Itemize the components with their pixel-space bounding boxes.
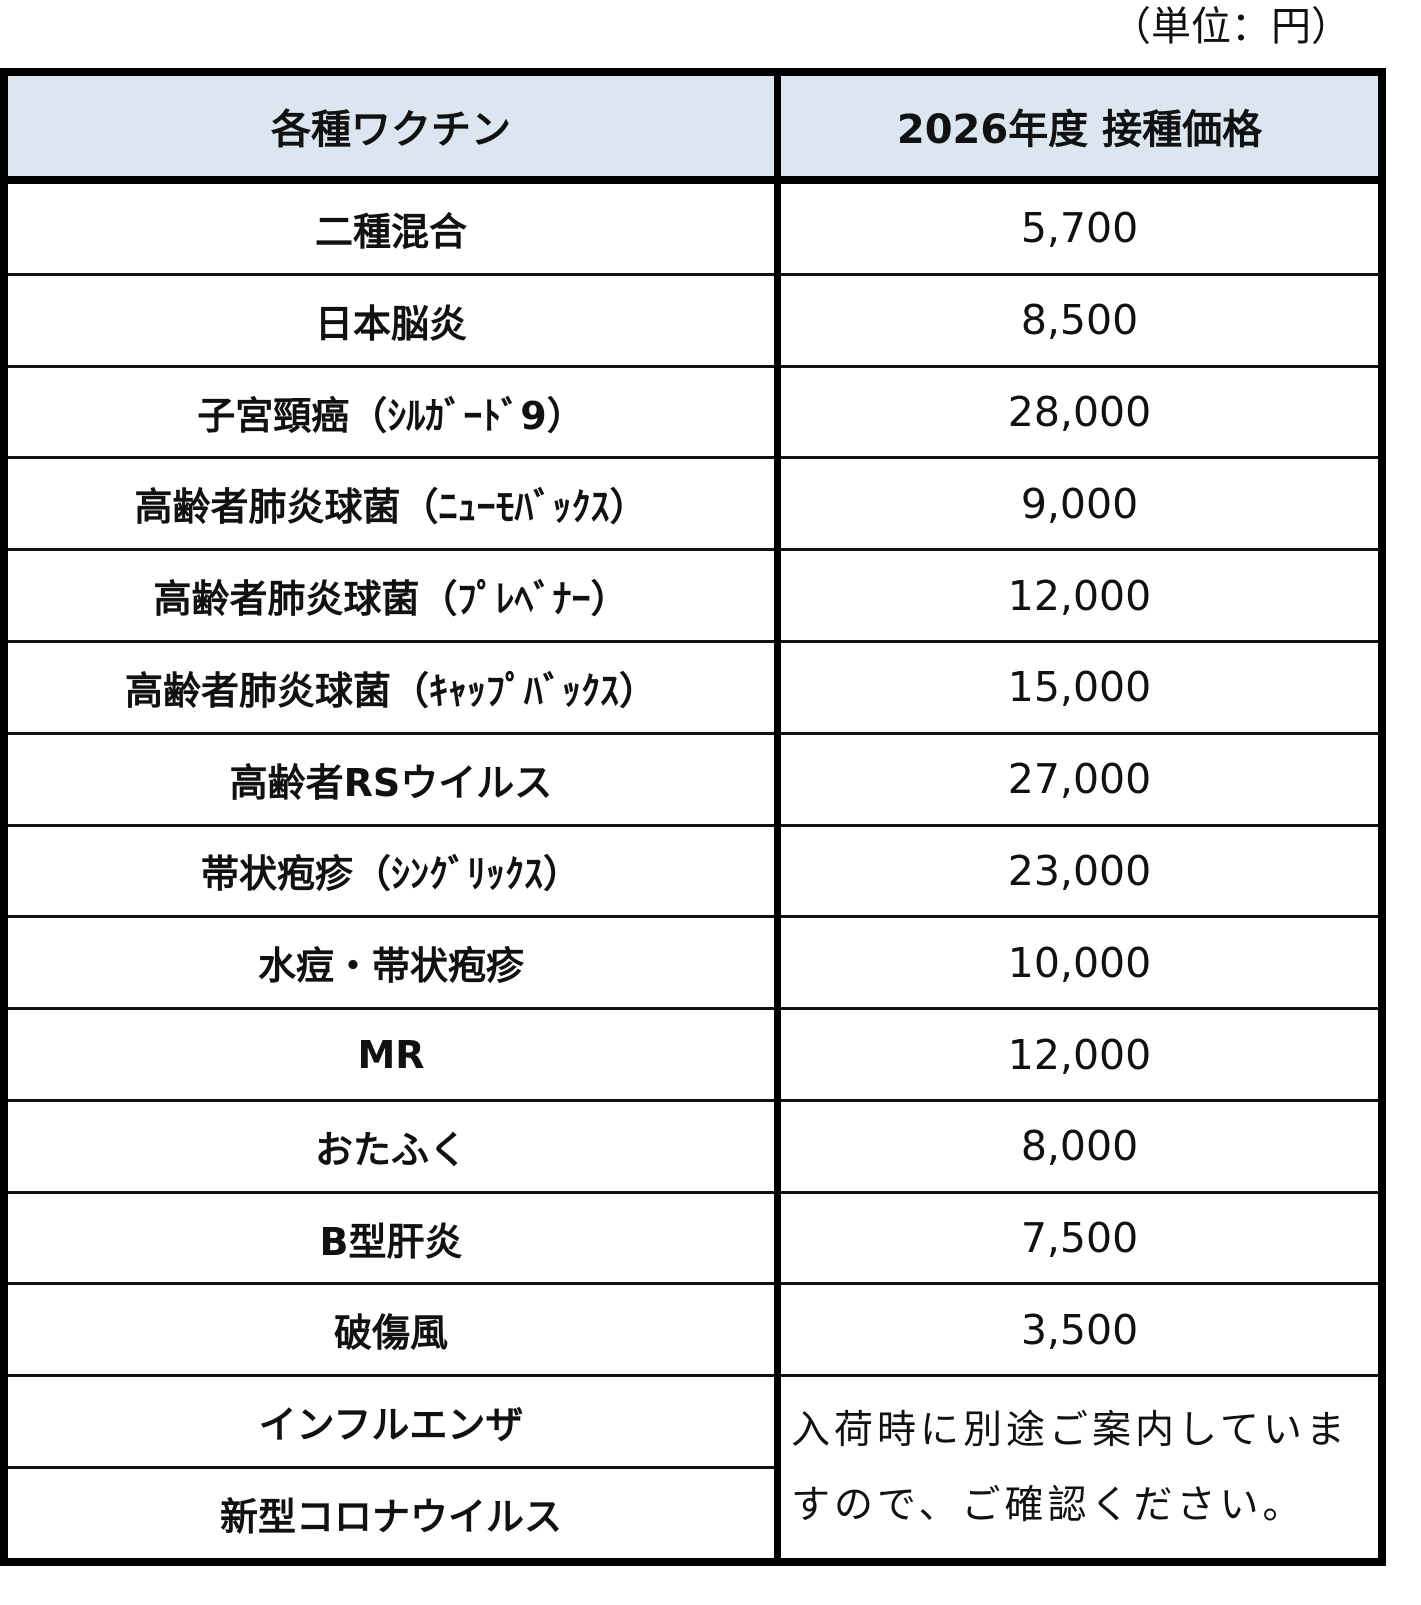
table-row: 子宮頸癌（ｼﾙｶﾞｰﾄﾞ9） 28,000 — [2, 364, 1384, 460]
vaccine-name: 二種混合 — [2, 178, 781, 276]
table-row: 二種混合 5,700 — [2, 178, 1384, 276]
vaccine-price-table: 各種ワクチン 2026年度 接種価格 二種混合 5,700 日本脳炎 8,500 子宮頸… — [0, 68, 1386, 1566]
vaccine-price: 7,500 — [776, 1190, 1384, 1286]
header-row: 各種ワクチン 2026年度 接種価格 — [2, 70, 1384, 184]
vaccine-price: 28,000 — [776, 364, 1384, 460]
vaccine-price: 10,000 — [776, 915, 1384, 1011]
table-row: 高齢者肺炎球菌（ﾆｭｰﾓﾊﾞｯｸｽ） 9,000 — [2, 456, 1384, 552]
vaccine-price: 8,500 — [776, 272, 1384, 368]
vaccine-price: 9,000 — [776, 456, 1384, 552]
table-row: B型肝炎 7,500 — [2, 1190, 1384, 1286]
vaccine-name: 高齢者肺炎球菌（ﾌﾟﾚﾍﾞﾅｰ） — [2, 548, 781, 643]
vaccine-price: 15,000 — [776, 639, 1384, 735]
header-price: 2026年度 接種価格 — [776, 70, 1384, 184]
vaccine-price: 8,000 — [776, 1098, 1384, 1194]
table-row: 高齢者RSウイルス 27,000 — [2, 731, 1384, 827]
vaccine-price: 12,000 — [776, 548, 1384, 643]
vaccine-name: MR — [2, 1007, 781, 1102]
table-row: 高齢者肺炎球菌（ｷｬｯﾌﾟﾊﾞｯｸｽ） 15,000 — [2, 639, 1384, 735]
vaccine-name: 水痘・帯状疱疹 — [2, 915, 781, 1011]
vaccine-price: 12,000 — [776, 1007, 1384, 1102]
table-row: おたふく 8,000 — [2, 1098, 1384, 1194]
vaccine-name: 破傷風 — [2, 1282, 781, 1378]
vaccine-price: 5,700 — [776, 178, 1384, 276]
table-row: インフルエンザ 入荷時に別途ご案内していますので、ご確認ください。 — [2, 1374, 1384, 1564]
vaccine-name: おたふく — [2, 1098, 781, 1194]
table-row: 破傷風 3,500 — [2, 1282, 1384, 1378]
vaccine-name: 子宮頸癌（ｼﾙｶﾞｰﾄﾞ9） — [2, 364, 781, 460]
vaccine-name: 高齢者肺炎球菌（ｷｬｯﾌﾟﾊﾞｯｸｽ） — [2, 639, 781, 735]
vaccine-price: 23,000 — [776, 823, 1384, 919]
table-row: 日本脳炎 8,500 — [2, 272, 1384, 368]
price-note: 入荷時に別途ご案内していますので、ご確認ください。 — [776, 1374, 1384, 1564]
table-row: 水痘・帯状疱疹 10,000 — [2, 915, 1384, 1011]
vaccine-name: 高齢者RSウイルス — [2, 731, 781, 827]
unit-label: （単位：円） — [1111, 4, 1351, 50]
vaccine-name: インフルエンザ — [2, 1374, 781, 1470]
vaccine-name: 高齢者肺炎球菌（ﾆｭｰﾓﾊﾞｯｸｽ） — [2, 456, 781, 552]
vaccine-name: B型肝炎 — [2, 1190, 781, 1286]
table-row: MR 12,000 — [2, 1007, 1384, 1102]
vaccine-price: 27,000 — [776, 731, 1384, 827]
vaccine-name: 新型コロナウイルス — [2, 1466, 781, 1564]
table-row: 高齢者肺炎球菌（ﾌﾟﾚﾍﾞﾅｰ） 12,000 — [2, 548, 1384, 643]
vaccine-name: 日本脳炎 — [2, 272, 781, 368]
vaccine-price: 3,500 — [776, 1282, 1384, 1378]
vaccine-name: 帯状疱疹（ｼﾝｸﾞﾘｯｸｽ） — [2, 823, 781, 919]
header-vaccine: 各種ワクチン — [2, 70, 781, 184]
table-row: 新型コロナウイルス — [2, 1466, 1382, 1564]
table-row: 帯状疱疹（ｼﾝｸﾞﾘｯｸｽ） 23,000 — [2, 823, 1384, 919]
